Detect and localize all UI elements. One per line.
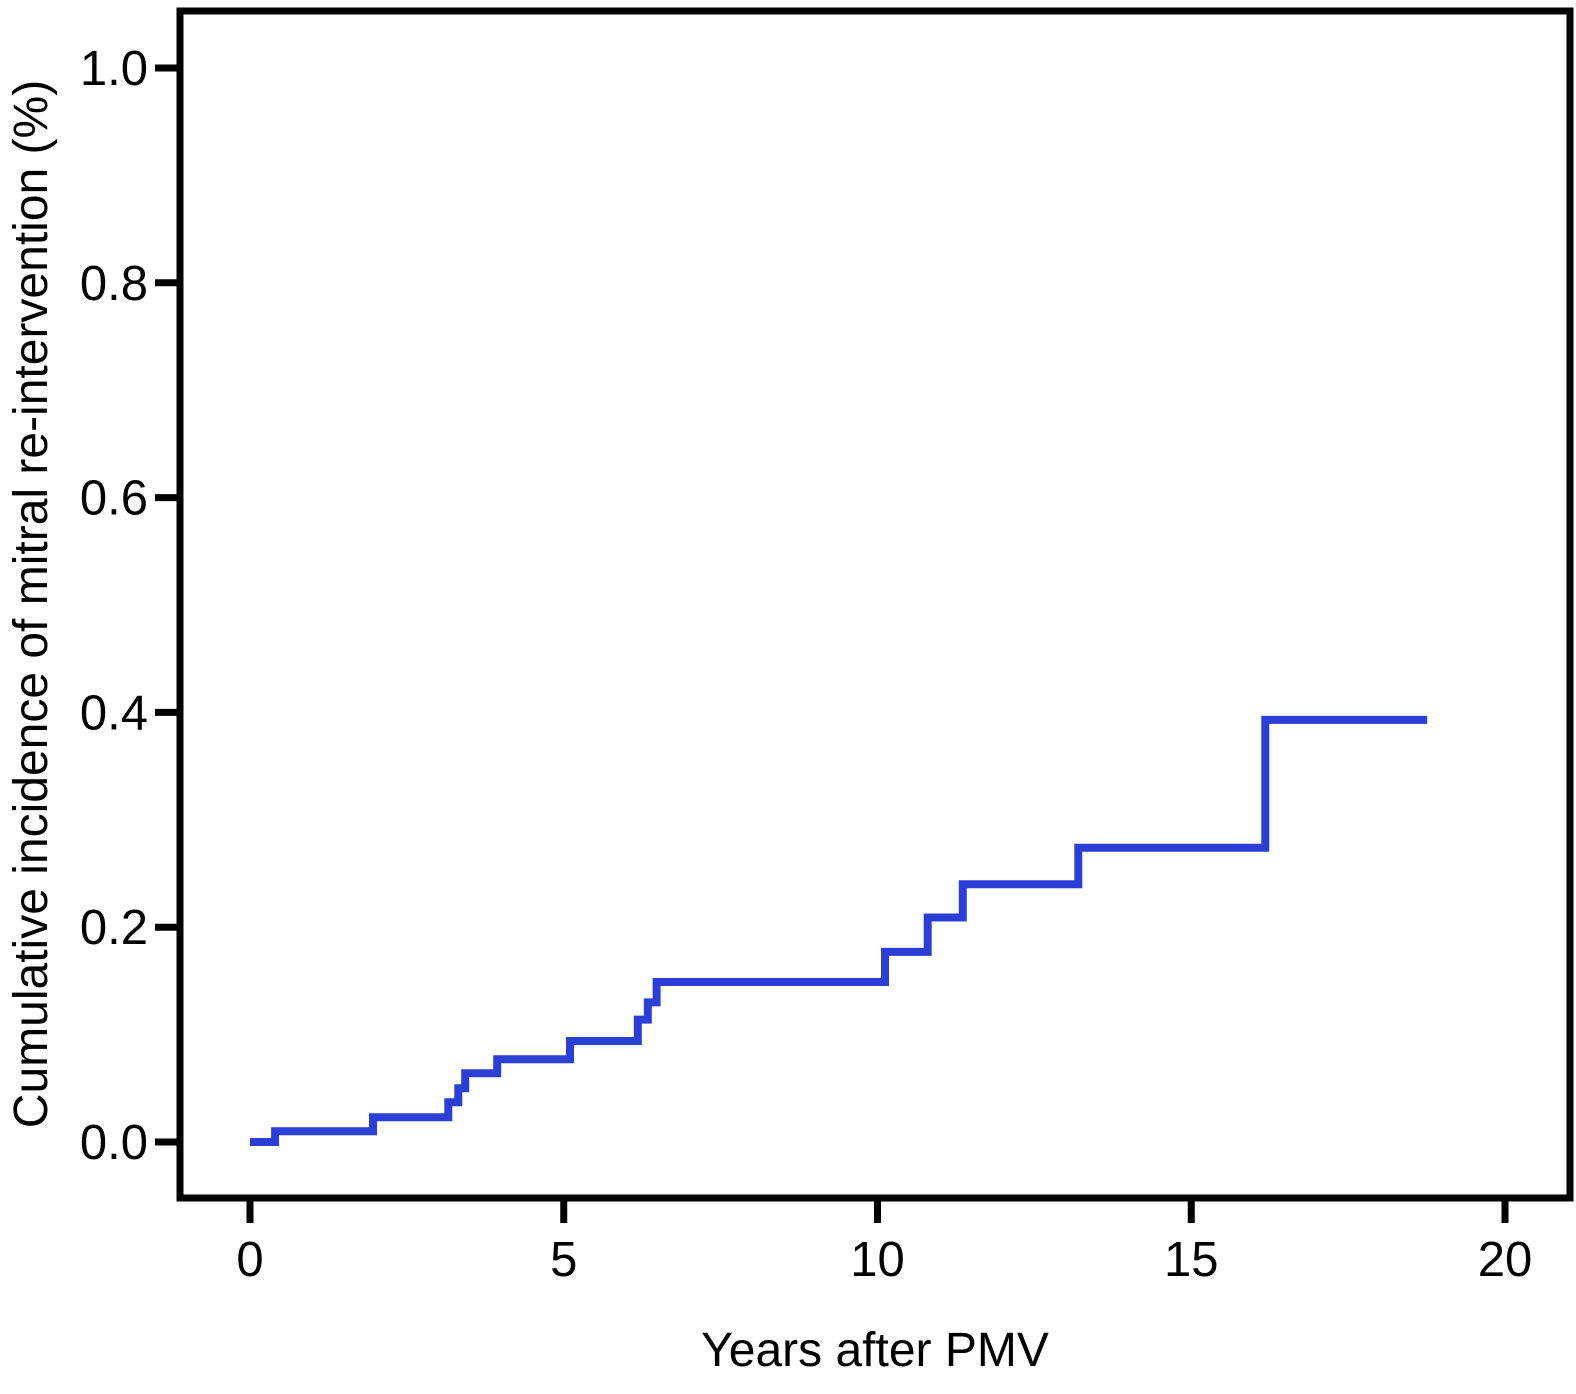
y-axis-title: Cumulative incidence of mitral re-interv… xyxy=(5,80,58,1128)
plot-frame xyxy=(176,7,1574,1202)
step-line xyxy=(250,715,1428,1146)
x-tick-label: 5 xyxy=(550,1233,577,1287)
y-tick-label: 0.4 xyxy=(80,686,148,740)
x-tick-label: 20 xyxy=(1478,1233,1533,1287)
x-tick-label: 10 xyxy=(850,1233,905,1287)
y-axis-ticks: 0.0 0.2 0.4 0.6 0.8 1.0 xyxy=(80,42,178,1170)
y-tick-label: 1.0 xyxy=(80,42,148,96)
x-axis-ticks: 0 5 10 15 20 xyxy=(236,1200,1532,1287)
y-tick-label: 0.0 xyxy=(80,1116,148,1170)
y-tick-label: 0.8 xyxy=(80,257,148,311)
y-tick-label: 0.6 xyxy=(80,472,148,526)
x-tick-label: 15 xyxy=(1164,1233,1219,1287)
x-tick-label: 0 xyxy=(236,1233,263,1287)
y-tick-label: 0.2 xyxy=(80,901,148,955)
x-axis-title: Years after PMV xyxy=(701,1324,1049,1377)
